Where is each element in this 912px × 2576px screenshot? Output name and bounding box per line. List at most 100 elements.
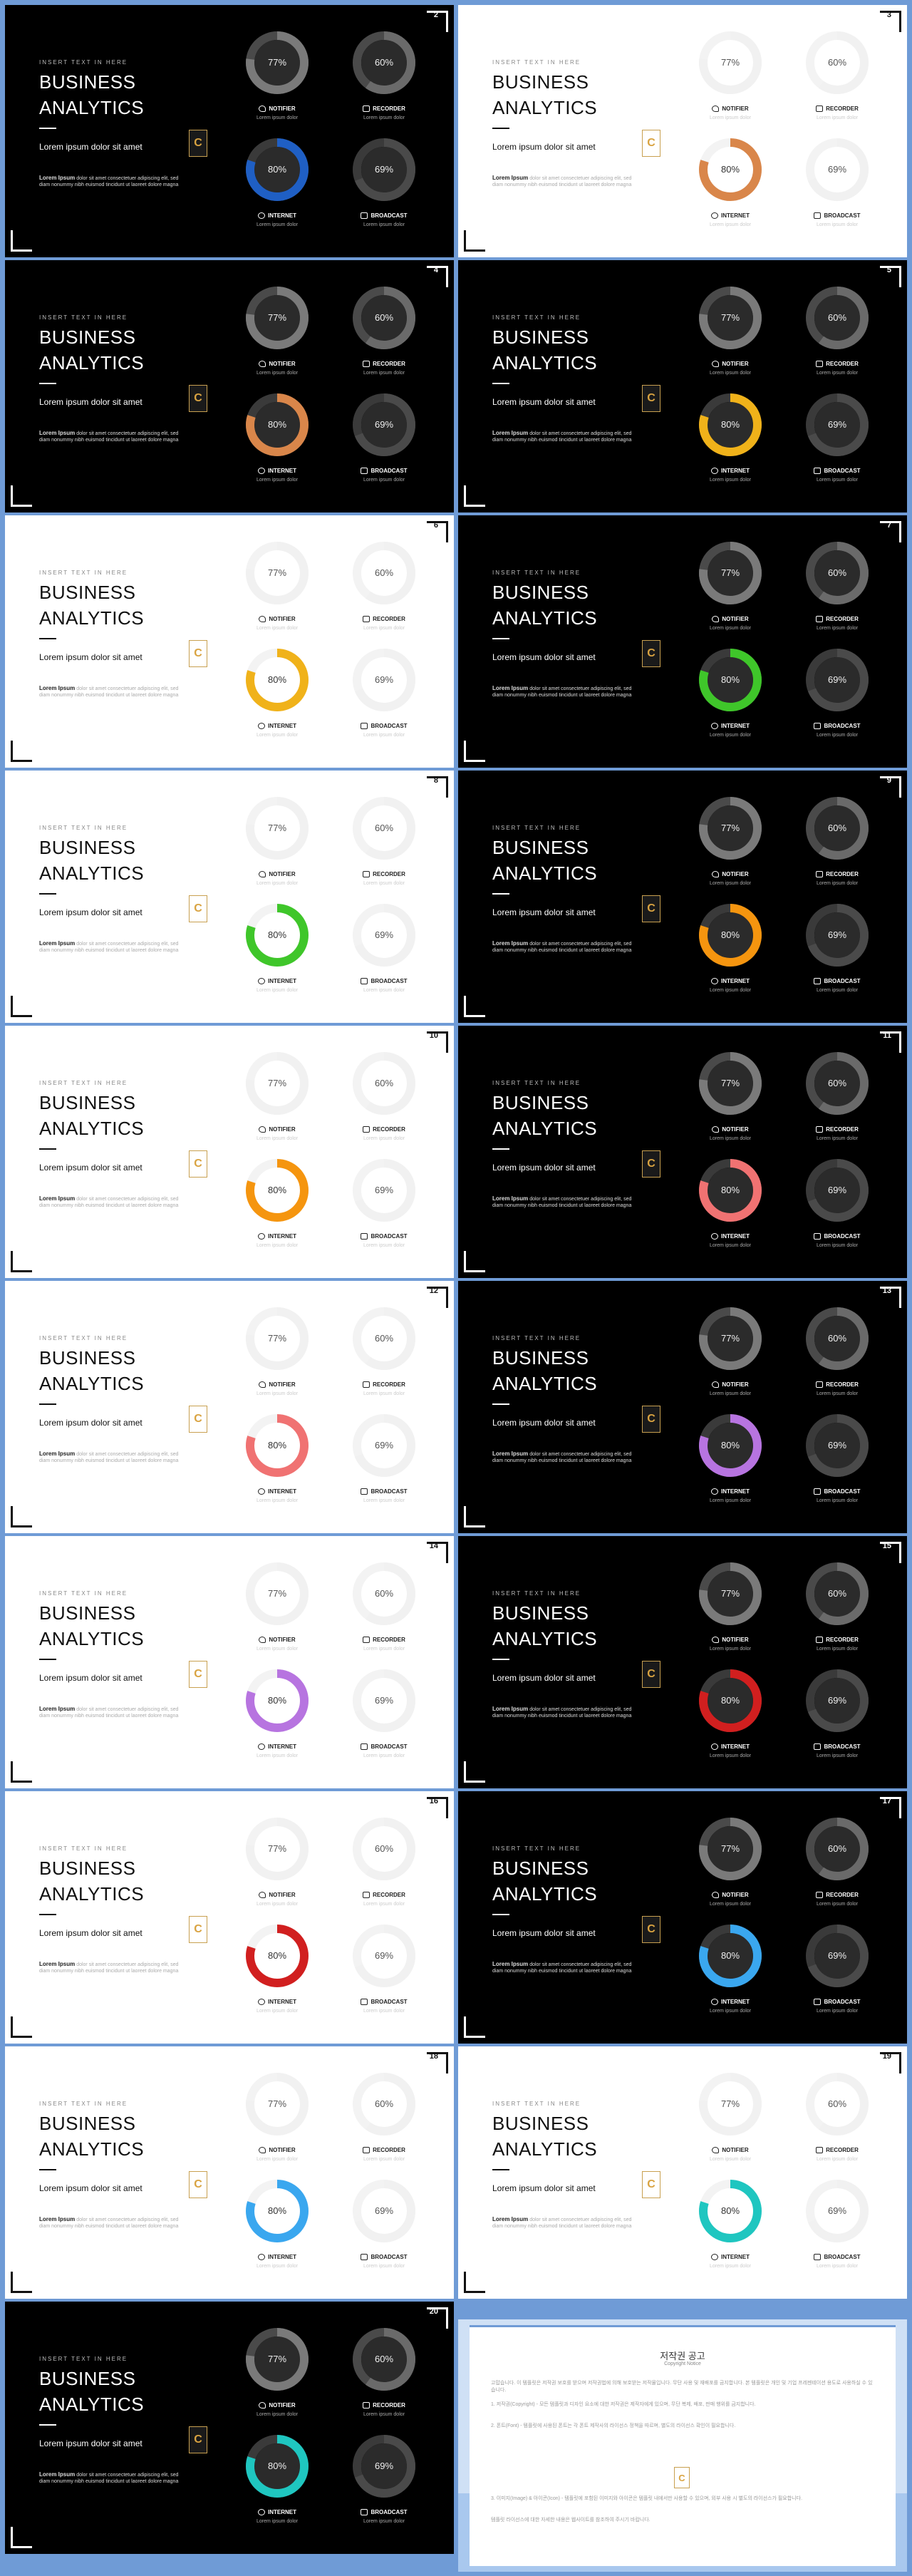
caption-broadcast-sub: Lorem ipsum dolor (817, 1243, 858, 1248)
donut-recorder-arc (806, 797, 869, 860)
caption-notifier-sub: Lorem ipsum dolor (710, 1391, 751, 1396)
internet-icon (258, 1999, 265, 2006)
caption-internet-sub: Lorem ipsum dolor (256, 1243, 298, 1248)
caption-notifier-label: NOTIFIER (269, 105, 296, 112)
donut-notifier: 77% (244, 30, 310, 96)
donut-notifier-chart (246, 797, 309, 860)
slide-thumbnail-2[interactable]: 2 INSERT TEXT IN HERE BUSINESS ANALYTICS Lor… (5, 5, 454, 257)
slide-thumbnail-5[interactable]: 5 INSERT TEXT IN HERE BUSINESS ANALYTICS Lor… (458, 260, 907, 512)
brand-logo: C (642, 1916, 660, 1943)
caption-broadcast-label: BROADCAST (824, 1999, 861, 2005)
corner-bracket-bottom-left (11, 2527, 32, 2548)
donut-broadcast-value: 69% (827, 419, 847, 430)
copyright-notice-slide[interactable]: 저작권 공고 Copyright Notice 고맙습니다. 이 템플릿은 저작… (458, 2319, 907, 2572)
slide-thumbnail-13[interactable]: 13 INSERT TEXT IN HERE BUSINESS ANALYTICS Lo… (458, 1281, 907, 1533)
body-text-content: dolor sit amet consectetuer adipiscing e… (39, 431, 179, 443)
slide-thumbnail-10[interactable]: 10 INSERT TEXT IN HERE BUSINESS ANALYTICS Lo… (5, 1026, 454, 1278)
body-text-content: dolor sit amet consectetuer adipiscing e… (39, 1707, 179, 1719)
donut-broadcast-arc (353, 1669, 415, 1732)
slide-number: 10 (429, 1031, 438, 1040)
donut-internet-chart (699, 1925, 762, 1987)
caption-recorder-label: RECORDER (826, 2147, 859, 2153)
slide-thumbnail-20[interactable]: 20 INSERT TEXT IN HERE BUSINESS ANALYTICS Lo… (5, 2302, 454, 2554)
slide-title: BUSINESS ANALYTICS (492, 1600, 597, 1652)
recorder-icon (816, 2147, 824, 2154)
donut-notifier-center (708, 295, 753, 341)
slide-number: 8 (433, 776, 438, 785)
donut-recorder-value: 60% (827, 1078, 847, 1088)
donut-notifier-chart (246, 1562, 309, 1625)
notifier-icon (259, 616, 266, 623)
slide-thumbnail-17[interactable]: 17 INSERT TEXT IN HERE BUSINESS ANALYTICS Lo… (458, 1791, 907, 2044)
slide-thumbnail-8[interactable]: 8 INSERT TEXT IN HERE BUSINESS ANALYTICS Lor… (5, 771, 454, 1023)
slide-thumbnail-19[interactable]: 19 INSERT TEXT IN HERE BUSINESS ANALYTICS Lo… (458, 2046, 907, 2299)
broadcast-icon (814, 1999, 822, 2006)
slide-thumbnail-15[interactable]: 15 INSERT TEXT IN HERE BUSINESS ANALYTICS Lo… (458, 1536, 907, 1788)
recorder-icon (363, 1381, 370, 1389)
donut-notifier-arc (699, 1307, 762, 1370)
caption-broadcast: BROADCAST (334, 1999, 434, 2006)
caption-broadcast-sub: Lorem ipsum dolor (817, 222, 858, 227)
internet-icon (711, 1999, 718, 2006)
slide-thumbnail-6[interactable]: 6 INSERT TEXT IN HERE BUSINESS ANALYTICS Lor… (5, 515, 454, 768)
body-bold: Lorem Ipsum (39, 1706, 76, 1712)
donut-broadcast-value: 69% (827, 929, 847, 940)
caption-broadcast: BROADCAST (334, 2509, 434, 2516)
slide-thumbnail-11[interactable]: 11 INSERT TEXT IN HERE BUSINESS ANALYTICS Lo… (458, 1026, 907, 1278)
caption-broadcast: BROADCAST (787, 1233, 887, 1240)
caption-internet: INTERNET (227, 1999, 327, 2006)
slide-title-line2: ANALYTICS (39, 862, 145, 884)
donut-internet-center (254, 402, 300, 448)
slide-thumbnail-3[interactable]: 3 INSERT TEXT IN HERE BUSINESS ANALYTICS Lor… (458, 5, 907, 257)
slide-title-line2: ANALYTICS (492, 97, 598, 118)
donut-internet-chart (246, 1925, 309, 1987)
caption-notifier-label: NOTIFIER (269, 1637, 296, 1643)
slide-thumbnail-14[interactable]: 14 INSERT TEXT IN HERE BUSINESS ANALYTICS Lo… (5, 1536, 454, 1788)
slide-title: BUSINESS ANALYTICS (39, 2366, 144, 2417)
donut-internet-arc (246, 1414, 309, 1477)
caption-recorder-sub: Lorem ipsum dolor (817, 1391, 858, 1396)
caption-internet-label: INTERNET (721, 1488, 750, 1495)
donut-broadcast-center (814, 1423, 860, 1468)
donut-recorder-arc (353, 1307, 415, 1370)
slide-thumbnail-18[interactable]: 18 INSERT TEXT IN HERE BUSINESS ANALYTICS Lo… (5, 2046, 454, 2299)
caption-notifier-label: NOTIFIER (722, 361, 749, 367)
slide-title: BUSINESS ANALYTICS (39, 835, 144, 886)
caption-internet: INTERNET (227, 1743, 327, 1751)
brand-logo: C (642, 2171, 660, 2198)
caption-internet-label: INTERNET (721, 1743, 750, 1750)
body-text-content: dolor sit amet consectetuer adipiscing e… (39, 942, 179, 953)
donut-notifier-arc (699, 2073, 762, 2135)
donut-broadcast-center (814, 912, 860, 958)
caption-internet: INTERNET (680, 1743, 780, 1751)
slide-thumbnail-4[interactable]: 4 INSERT TEXT IN HERE BUSINESS ANALYTICS Lor… (5, 260, 454, 512)
slide-thumbnail-12[interactable]: 12 INSERT TEXT IN HERE BUSINESS ANALYTICS Lo… (5, 1281, 454, 1533)
donut-recorder-chart (353, 1307, 415, 1370)
title-divider (39, 128, 56, 129)
title-divider (39, 1148, 56, 1150)
donut-recorder-value: 60% (374, 2098, 394, 2109)
donut-broadcast: 69% (351, 137, 417, 202)
donut-broadcast-value: 69% (374, 1185, 394, 1195)
corner-bracket-top-right (880, 521, 901, 542)
donut-internet-value: 80% (720, 419, 740, 430)
donut-broadcast: 69% (804, 2178, 870, 2244)
internet-icon (711, 2254, 718, 2261)
slide-body-text: Lorem Ipsum dolor sit amet consectetuer … (39, 2471, 182, 2485)
donut-notifier-value: 77% (720, 567, 740, 578)
notice-subtitle: Copyright Notice (664, 2361, 701, 2366)
slide-body-text: Lorem Ipsum dolor sit amet consectetuer … (39, 1451, 182, 1464)
donut-broadcast-value: 69% (374, 164, 394, 175)
slide-title-line2: ANALYTICS (492, 1883, 598, 1905)
caption-recorder-label: RECORDER (826, 361, 859, 367)
slide-thumbnail-16[interactable]: 16 INSERT TEXT IN HERE BUSINESS ANALYTICS Lo… (5, 1791, 454, 2044)
slide-thumbnail-7[interactable]: 7 INSERT TEXT IN HERE BUSINESS ANALYTICS Lor… (458, 515, 907, 768)
donut-broadcast-value: 69% (827, 1185, 847, 1195)
slide-thumbnail-9[interactable]: 9 INSERT TEXT IN HERE BUSINESS ANALYTICS Lor… (458, 771, 907, 1023)
notifier-icon (259, 871, 266, 878)
donut-recorder-value: 60% (374, 57, 394, 68)
caption-notifier-sub: Lorem ipsum dolor (256, 626, 298, 631)
corner-bracket-bottom-left (464, 1506, 485, 1527)
donut-internet-center (254, 147, 300, 192)
